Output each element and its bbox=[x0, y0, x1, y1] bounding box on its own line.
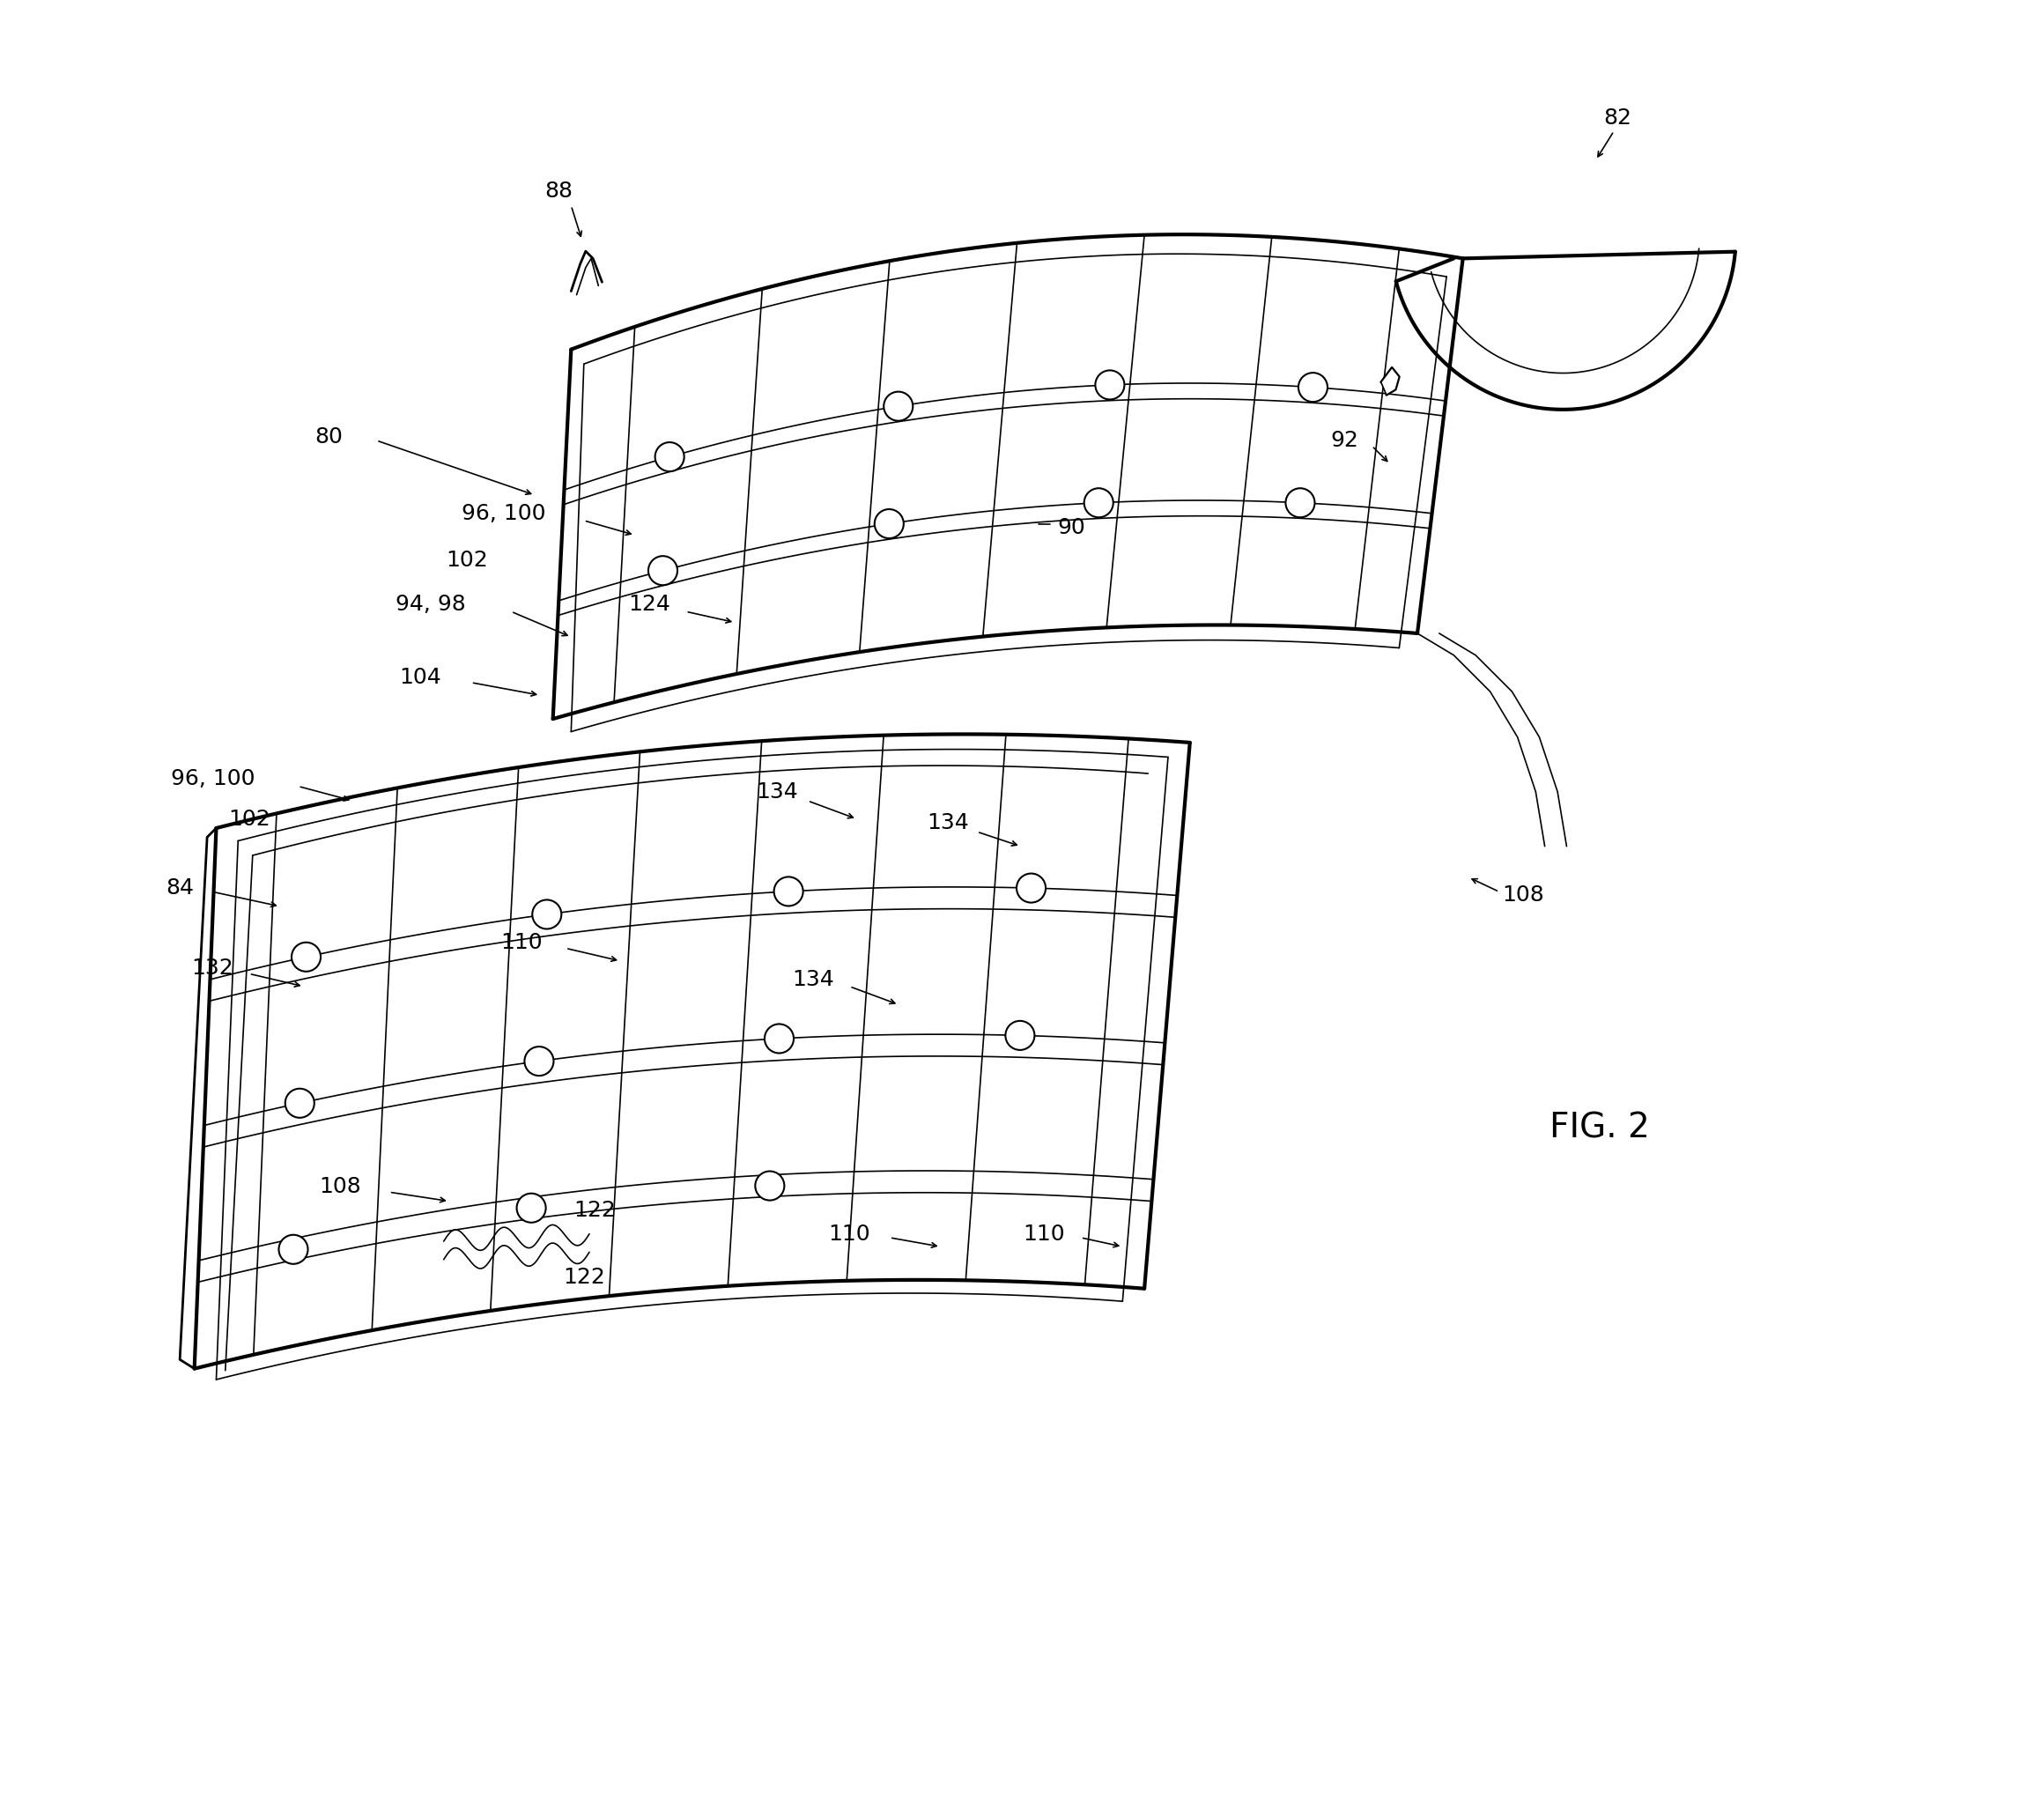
Circle shape bbox=[285, 1088, 315, 1117]
Text: 96, 100: 96, 100 bbox=[171, 768, 254, 790]
Circle shape bbox=[755, 1172, 785, 1201]
Circle shape bbox=[1285, 488, 1314, 517]
Circle shape bbox=[1298, 373, 1328, 402]
Circle shape bbox=[875, 510, 903, 539]
Text: FIG. 2: FIG. 2 bbox=[1550, 1112, 1650, 1145]
Text: 134: 134 bbox=[791, 968, 834, 990]
Text: 96, 100: 96, 100 bbox=[462, 502, 545, 524]
Text: 102: 102 bbox=[228, 808, 271, 830]
Text: 110: 110 bbox=[500, 932, 543, 954]
Circle shape bbox=[517, 1194, 545, 1223]
Text: 82: 82 bbox=[1603, 107, 1631, 129]
Circle shape bbox=[1084, 488, 1113, 517]
Text: 122: 122 bbox=[563, 1267, 604, 1289]
Text: 94, 98: 94, 98 bbox=[397, 593, 466, 615]
Text: 84: 84 bbox=[165, 877, 193, 899]
Text: 90: 90 bbox=[1058, 517, 1086, 539]
Circle shape bbox=[1094, 369, 1125, 399]
Text: 122: 122 bbox=[574, 1199, 616, 1221]
Circle shape bbox=[291, 943, 321, 972]
Text: 102: 102 bbox=[445, 550, 488, 571]
Circle shape bbox=[775, 877, 803, 906]
Circle shape bbox=[883, 391, 913, 420]
Polygon shape bbox=[1381, 368, 1399, 395]
Text: 88: 88 bbox=[545, 180, 572, 202]
Text: 104: 104 bbox=[399, 666, 441, 688]
Text: 108: 108 bbox=[319, 1176, 360, 1198]
Circle shape bbox=[1005, 1021, 1035, 1050]
Circle shape bbox=[279, 1234, 307, 1263]
Text: 110: 110 bbox=[828, 1223, 871, 1245]
Text: 132: 132 bbox=[191, 957, 234, 979]
Text: 80: 80 bbox=[315, 426, 344, 448]
Text: 92: 92 bbox=[1330, 430, 1359, 451]
Text: 134: 134 bbox=[757, 781, 797, 803]
Circle shape bbox=[533, 899, 561, 928]
Circle shape bbox=[765, 1025, 793, 1054]
Text: 124: 124 bbox=[629, 593, 671, 615]
Circle shape bbox=[655, 442, 683, 471]
Text: 134: 134 bbox=[928, 812, 968, 834]
Circle shape bbox=[1017, 874, 1045, 903]
Circle shape bbox=[525, 1046, 553, 1076]
Text: 110: 110 bbox=[1023, 1223, 1066, 1245]
Text: 108: 108 bbox=[1501, 885, 1544, 906]
Circle shape bbox=[649, 557, 677, 586]
